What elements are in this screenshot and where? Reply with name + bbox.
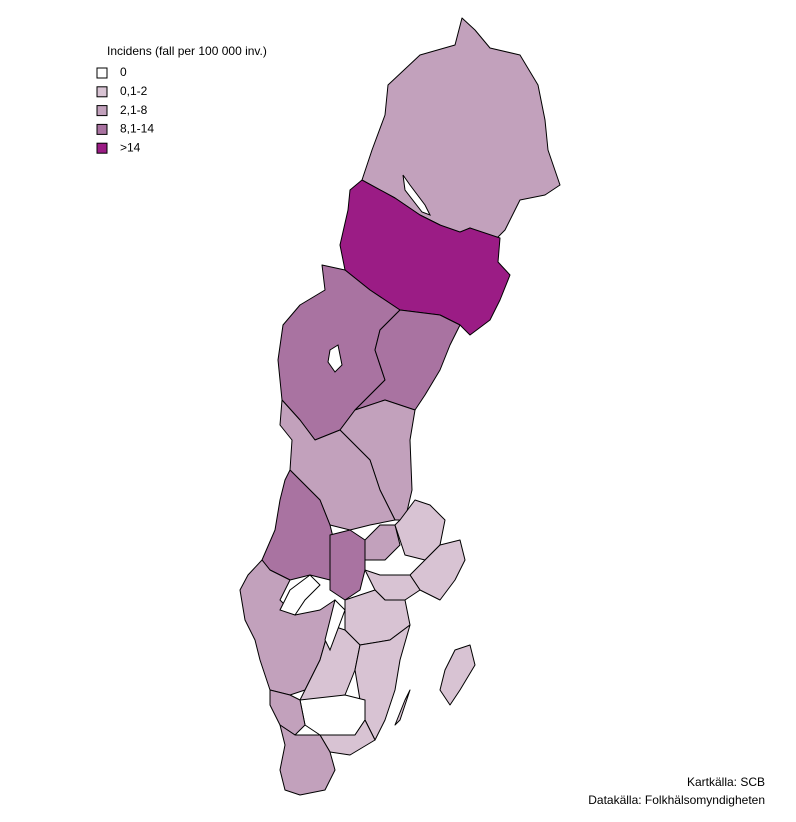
lake bbox=[324, 599, 346, 652]
region bbox=[269, 689, 306, 736]
region bbox=[279, 399, 396, 531]
legend-swatch bbox=[96, 105, 108, 117]
region bbox=[261, 469, 336, 581]
legend-swatch bbox=[96, 123, 108, 135]
region bbox=[299, 694, 366, 736]
region bbox=[339, 179, 511, 336]
credit: Datakälla: Folkhälsomyndigheten bbox=[588, 793, 765, 807]
regions bbox=[239, 17, 561, 796]
credit: Kartkälla: SCB bbox=[687, 775, 765, 789]
legend-label: 0,1-2 bbox=[120, 84, 148, 98]
region bbox=[354, 624, 411, 741]
region bbox=[329, 529, 366, 601]
lake bbox=[279, 574, 321, 616]
region bbox=[439, 644, 476, 706]
legend-label: 2,1-8 bbox=[120, 103, 148, 117]
legend: Incidens (fall per 100 000 inv.) 0 0,1-2 2… bbox=[96, 44, 267, 154]
legend-label: 8,1-14 bbox=[120, 122, 154, 136]
legend-swatch bbox=[96, 67, 108, 79]
legend-swatch bbox=[96, 86, 108, 98]
legend-label: 0 bbox=[120, 65, 127, 79]
legend-title: Incidens (fall per 100 000 inv.) bbox=[107, 44, 267, 58]
legend-swatch bbox=[96, 142, 108, 154]
lake bbox=[402, 174, 432, 216]
region bbox=[279, 724, 336, 796]
lake bbox=[327, 344, 343, 373]
region bbox=[394, 689, 411, 726]
legend-label: >14 bbox=[120, 140, 141, 154]
region bbox=[364, 524, 401, 561]
